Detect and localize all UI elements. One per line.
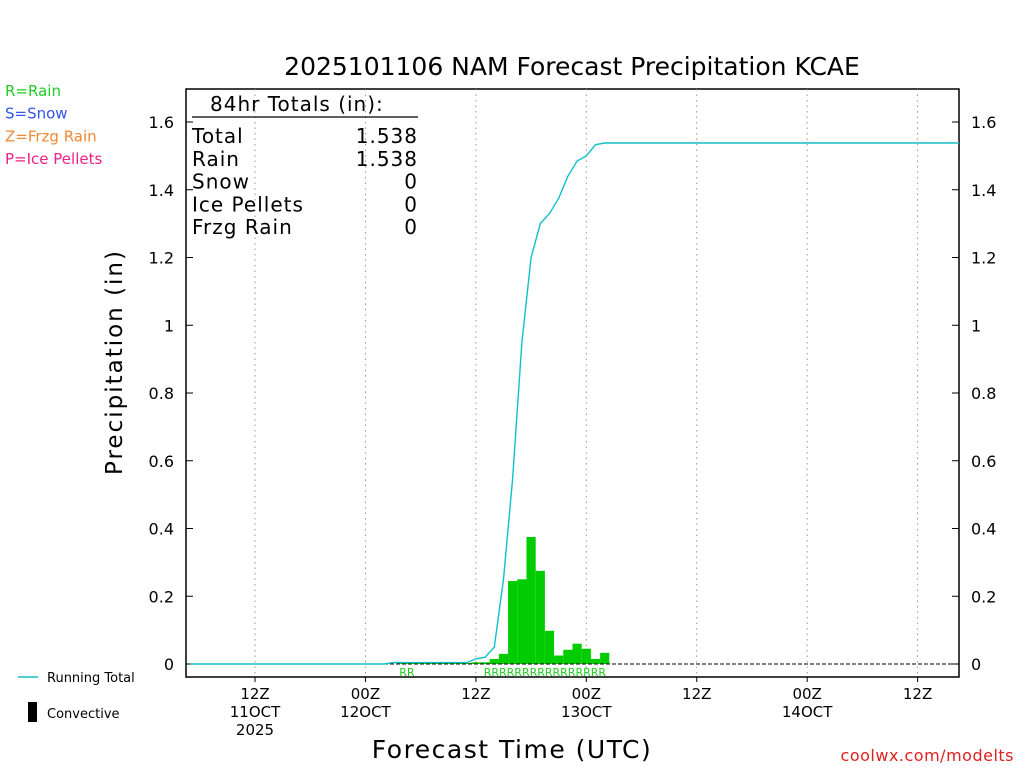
running-total-legend-label: Running Total xyxy=(47,671,135,686)
y-tick-label-left: 1.6 xyxy=(149,113,174,132)
y-tick-label-right: 0.2 xyxy=(971,587,996,606)
precip-type-legend-item: P=Ice Pellets xyxy=(5,150,102,168)
precip-bar xyxy=(471,662,481,664)
totals-row-value: 1.538 xyxy=(356,147,418,171)
x-tick-label: 12OCT xyxy=(340,703,391,721)
x-tick-label: 2025 xyxy=(236,721,274,739)
precip-type-legend: R=Rain S=Snow Z=Frzg Rain P=Ice Pellets xyxy=(5,82,102,168)
precip-bar xyxy=(554,655,564,664)
x-tick-label: 00Z xyxy=(351,685,380,703)
precip-type-legend-item: R=Rain xyxy=(5,82,61,100)
x-axis-title: Forecast Time (UTC) xyxy=(372,735,652,764)
precip-type-codes: RR RRRRRRRRRRRRRRRR xyxy=(399,666,606,679)
precip-bars xyxy=(397,536,610,664)
x-tick-label: 14OCT xyxy=(782,703,833,721)
totals-box: 84hr Totals (in): Total 1.538 Rain 1.538 Sno… xyxy=(191,92,418,239)
precip-type-legend-item: Z=Frzg Rain xyxy=(5,127,97,145)
convective-legend-swatch xyxy=(28,702,37,722)
y-tick-label-right: 0.6 xyxy=(971,452,996,471)
totals-row-value: 1.538 xyxy=(356,124,418,148)
x-tick-label: 00Z xyxy=(572,685,601,703)
running-total-line xyxy=(190,142,959,665)
precip-bar xyxy=(462,662,472,664)
y-tick-label-right: 0 xyxy=(971,655,981,674)
y-tick-label-left: 0 xyxy=(164,655,174,674)
precip-bar xyxy=(517,579,527,664)
totals-row-label: Frzg Rain xyxy=(192,215,293,239)
x-tick-label: 12Z xyxy=(903,685,932,703)
y-tick-label-right: 1 xyxy=(971,316,981,335)
precip-bar xyxy=(397,662,407,664)
chart-title: 2025101106 NAM Forecast Precipitation KC… xyxy=(284,52,860,81)
totals-row-label: Rain xyxy=(192,147,240,171)
totals-row-value: 0 xyxy=(404,192,418,216)
precip-bar xyxy=(416,662,426,664)
precip-bar xyxy=(563,649,573,664)
y-tick-label-left: 0.8 xyxy=(149,384,174,403)
convective-legend-label: Convective xyxy=(47,707,120,722)
precip-type-code: RR xyxy=(399,666,415,679)
x-tick-label: 13OCT xyxy=(561,703,612,721)
precip-bar xyxy=(572,643,582,664)
series-legend: Running Total Convective xyxy=(18,671,135,722)
precip-bar xyxy=(600,652,610,664)
precip-bar xyxy=(535,570,545,664)
y-tick-label-left: 1 xyxy=(164,316,174,335)
precip-bar xyxy=(406,662,417,664)
totals-row-value: 0 xyxy=(404,215,418,239)
x-tick-label: 00Z xyxy=(792,685,821,703)
x-tick-label: 12Z xyxy=(682,685,711,703)
y-axis: 0 00.2 0.20.4 0.40.6 0.60.8 0.81 11.2 1.21.4 1.4… xyxy=(149,113,997,674)
precip-bar xyxy=(590,658,601,664)
totals-header: 84hr Totals (in): xyxy=(210,92,384,116)
x-gridlines xyxy=(254,89,919,677)
precip-bar xyxy=(489,658,499,664)
precip-bar xyxy=(498,653,509,664)
y-tick-label-left: 0.6 xyxy=(149,452,174,471)
y-tick-label-right: 0.4 xyxy=(971,520,996,539)
precip-bar xyxy=(425,662,435,664)
precip-bar xyxy=(526,536,536,664)
precip-bar xyxy=(480,662,490,664)
y-tick-label-right: 1.6 xyxy=(971,113,996,132)
y-tick-label-left: 0.2 xyxy=(149,587,174,606)
y-tick-label-left: 1.4 xyxy=(149,181,174,200)
precip-bar xyxy=(508,581,518,664)
precip-bar xyxy=(434,662,444,664)
totals-row-label: Total xyxy=(191,124,244,148)
x-tick-label: 12Z xyxy=(240,685,269,703)
x-tick-label: 12Z xyxy=(461,685,490,703)
precip-type-code: RRRRRRRRRRRRRRRR xyxy=(484,666,607,679)
y-tick-label-right: 1.2 xyxy=(971,249,996,268)
plot-frame xyxy=(185,88,960,678)
precip-type-legend-item: S=Snow xyxy=(5,105,68,123)
precip-bar xyxy=(452,662,463,664)
y-axis-title: Precipitation (in) xyxy=(102,249,128,475)
precip-bar xyxy=(544,630,555,664)
credit-text: coolwx.com/modelts xyxy=(841,746,1014,765)
y-tick-label-left: 1.2 xyxy=(149,249,174,268)
y-tick-label-right: 0.8 xyxy=(971,384,996,403)
y-tick-label-right: 1.4 xyxy=(971,181,996,200)
precip-bar xyxy=(581,648,591,664)
totals-row-label: Ice Pellets xyxy=(192,192,304,216)
x-tick-label: 11OCT xyxy=(230,703,281,721)
precip-bar xyxy=(443,662,453,664)
y-tick-label-left: 0.4 xyxy=(149,520,174,539)
totals-row-value: 0 xyxy=(404,170,418,194)
totals-row-label: Snow xyxy=(192,170,250,194)
